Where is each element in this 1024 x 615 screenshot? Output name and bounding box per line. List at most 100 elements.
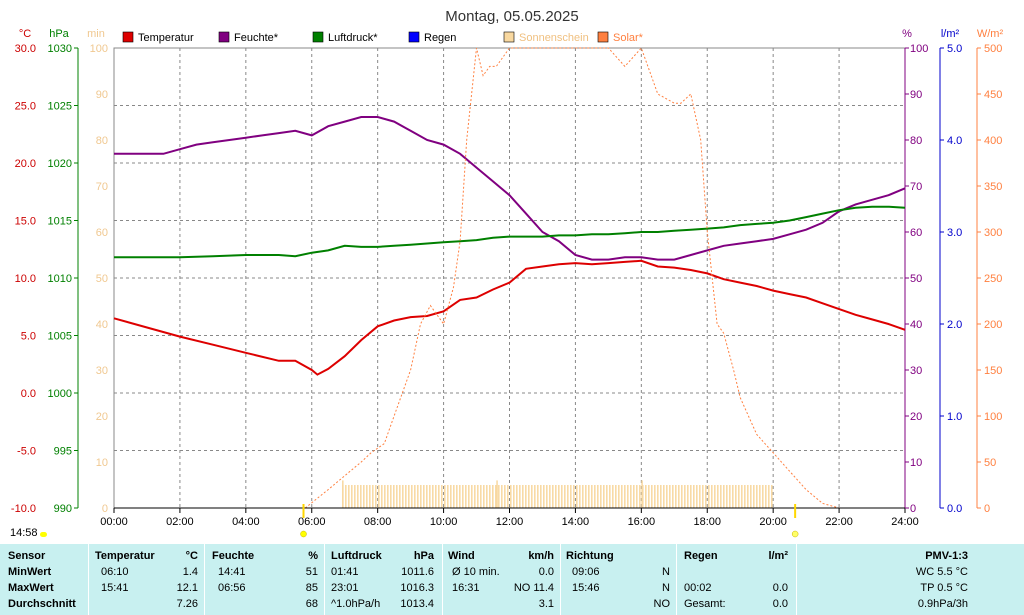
- axis-label-rain: 2.0: [947, 319, 962, 331]
- sunshine-bar: [537, 485, 539, 508]
- sunshine-bar: [453, 485, 455, 508]
- sunshine-bar: [591, 485, 593, 508]
- axis-label-pressure: 995: [54, 446, 72, 458]
- axis-label-humidity: 100: [910, 43, 928, 55]
- sunshine-bar: [402, 485, 404, 508]
- sunshine-bar: [588, 485, 590, 508]
- axis-label-temp: 30.0: [15, 43, 36, 55]
- sunshine-bar: [705, 485, 707, 508]
- axis-label-min: 70: [96, 181, 108, 193]
- sunshine-bar: [717, 485, 719, 508]
- axis-label-solar: 0: [984, 503, 990, 515]
- sunshine-bar: [555, 485, 557, 508]
- sunshine-bar: [606, 485, 608, 508]
- sunshine-bar: [771, 485, 773, 508]
- sunshine-bar: [630, 485, 632, 508]
- axis-unit-temp: °C: [19, 28, 31, 40]
- sunshine-bar: [624, 485, 626, 508]
- sunshine-bar: [609, 485, 611, 508]
- direction-value: N: [662, 582, 670, 594]
- wind-value: NO 11.4: [513, 582, 554, 594]
- direction-time: 09:06: [572, 566, 600, 578]
- sunshine-bar: [753, 485, 755, 508]
- sunshine-bar: [462, 485, 464, 508]
- sunshine-bar: [585, 485, 587, 508]
- legend-label: Regen: [424, 32, 456, 44]
- direction-value: NO: [653, 598, 671, 610]
- axis-label-solar: 450: [984, 89, 1002, 101]
- sunshine-bar: [525, 485, 527, 508]
- axis-label-solar: 250: [984, 273, 1002, 285]
- sunshine-bar: [641, 480, 643, 508]
- sunshine-bar: [558, 485, 560, 508]
- x-tick-label: 14:00: [562, 516, 590, 528]
- axis-label-rain: 1.0: [947, 411, 962, 423]
- sunshine-bar: [417, 485, 419, 508]
- header-rain-unit: l/m²: [768, 550, 788, 562]
- header-direction: Richtung: [566, 550, 614, 562]
- axis-label-solar: 400: [984, 135, 1002, 147]
- sunshine-bar: [489, 485, 491, 508]
- axis-label-temp: 20.0: [15, 158, 36, 170]
- legend-swatch: [218, 31, 230, 43]
- sunshine-bar: [456, 485, 458, 508]
- axis-label-min: 0: [102, 503, 108, 515]
- axis-label-solar: 500: [984, 43, 1002, 55]
- sunshine-bar: [450, 485, 452, 508]
- sunshine-bar: [720, 485, 722, 508]
- axis-label-humidity: 80: [910, 135, 922, 147]
- axis-label-humidity: 40: [910, 319, 922, 331]
- x-tick-label: 00:00: [100, 516, 128, 528]
- axis-label-solar: 350: [984, 181, 1002, 193]
- humidity-value: 51: [305, 566, 318, 578]
- sunshine-bar: [351, 485, 353, 508]
- x-tick-label: 18:00: [693, 516, 721, 528]
- legend-swatch: [503, 31, 515, 43]
- sunshine-bar: [471, 485, 473, 508]
- sunshine-bar: [708, 485, 710, 508]
- sunshine-bar: [564, 485, 566, 508]
- sunshine-bar: [477, 485, 479, 508]
- series-line-temperatur: [113, 259, 906, 376]
- sunshine-bar: [672, 485, 674, 508]
- sunshine-bar: [408, 485, 410, 508]
- sunshine-bar: [552, 485, 554, 508]
- sunshine-bar: [522, 485, 524, 508]
- sunshine-bar: [618, 485, 620, 508]
- direction-value: N: [662, 566, 670, 578]
- sunshine-bar: [762, 485, 764, 508]
- axis-label-temp: 15.0: [15, 216, 36, 228]
- rain-value: 0.0: [772, 598, 788, 610]
- chart-title: Montag, 05.05.2025: [445, 8, 578, 25]
- x-tick-label: 04:00: [232, 516, 260, 528]
- sunshine-bar: [405, 485, 407, 508]
- series-line-feuchte: [114, 116, 906, 261]
- axis-label-min: 30: [96, 365, 108, 377]
- sunshine-bar: [657, 485, 659, 508]
- sunshine-bar: [747, 485, 749, 508]
- sunshine-bar: [504, 485, 506, 508]
- table-divider: [88, 544, 89, 615]
- sunshine-bar: [666, 485, 668, 508]
- table-divider: [796, 544, 797, 615]
- sunrise-marker-dot: [300, 530, 307, 538]
- humidity-time: 14:41: [218, 566, 246, 578]
- axis-label-temp: 5.0: [21, 331, 36, 343]
- sunshine-bar: [684, 485, 686, 508]
- sunshine-bar: [696, 485, 698, 508]
- sunshine-bar: [390, 485, 392, 508]
- axis-label-solar: 300: [984, 227, 1002, 239]
- rain-time: Gesamt:: [684, 598, 726, 610]
- sunshine-bar: [366, 485, 368, 508]
- temp-time: 06:10: [101, 566, 129, 578]
- axis-label-rain: 4.0: [947, 135, 962, 147]
- pressure-time: 23:01: [331, 582, 359, 594]
- sunshine-bar: [513, 485, 515, 508]
- sunshine-bar: [441, 485, 443, 508]
- sunshine-bar: [573, 485, 575, 508]
- axis-unit-solar: W/m²: [977, 28, 1004, 40]
- sunshine-bar: [582, 485, 584, 508]
- sunshine-bar: [768, 485, 770, 508]
- sunshine-bar: [603, 485, 605, 508]
